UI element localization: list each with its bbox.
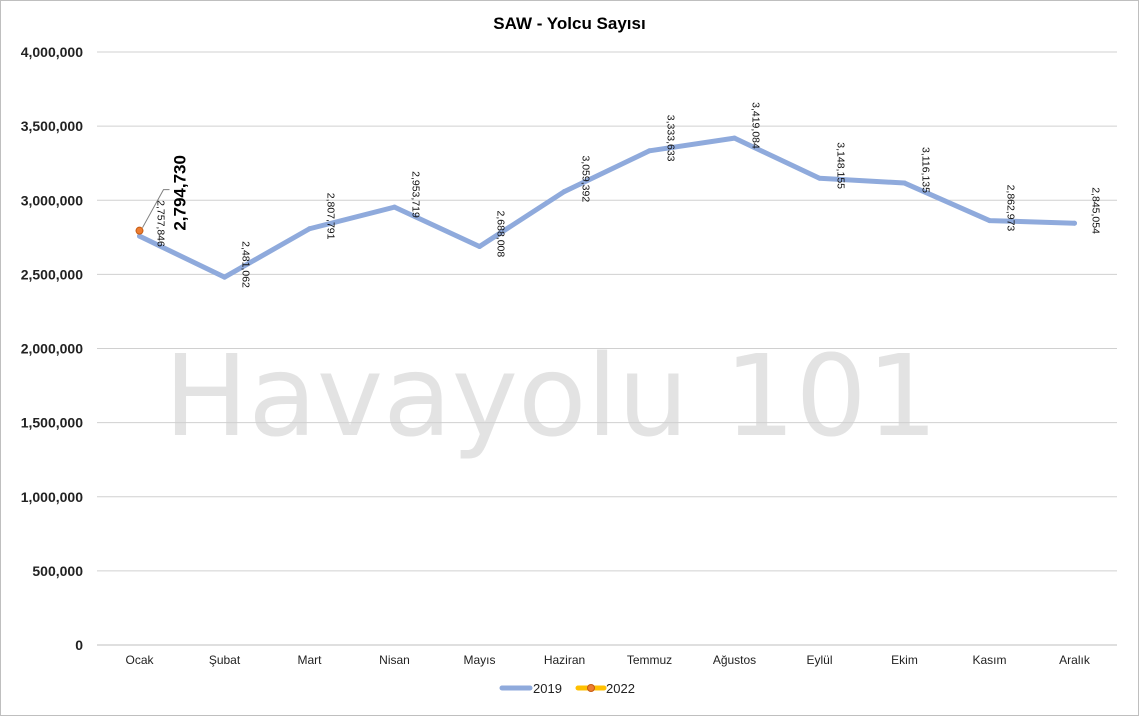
- x-tick-label: Nisan: [379, 653, 410, 667]
- data-label-2019: 3,419,084: [750, 102, 762, 149]
- data-label-2019: 3,059,392: [580, 155, 592, 202]
- series-2019-point: [987, 218, 992, 224]
- data-label-2019: 3,116,135: [920, 147, 932, 193]
- y-tick-label: 2,500,000: [21, 266, 83, 282]
- series-2019-point: [307, 226, 312, 232]
- y-tick-label: 1,500,000: [21, 415, 83, 431]
- data-label-2022: 2,794,730: [171, 155, 190, 231]
- data-label-2019: 2,862,973: [1005, 185, 1017, 232]
- x-tick-label: Ekim: [891, 653, 918, 667]
- series-2019-point: [477, 244, 482, 250]
- legend-2019-label: 2019: [533, 681, 562, 696]
- series-2019-point: [392, 204, 397, 210]
- chart-title: SAW - Yolcu Sayısı: [493, 14, 646, 33]
- x-tick-label: Kasım: [972, 653, 1006, 667]
- legend-2022-label: 2022: [606, 681, 635, 696]
- x-tick-label: Mayıs: [463, 653, 495, 667]
- series-2022-point: [135, 226, 144, 235]
- x-tick-label: Ocak: [125, 653, 154, 667]
- series-2019-point: [137, 233, 142, 239]
- y-tick-label: 3,500,000: [21, 118, 83, 134]
- y-tick-label: 1,000,000: [21, 489, 83, 505]
- y-tick-label: 500,000: [32, 563, 83, 579]
- x-tick-label: Aralık: [1059, 653, 1091, 667]
- x-tick-label: Haziran: [544, 653, 585, 667]
- x-tick-label: Eylül: [806, 653, 832, 667]
- x-tick-label: Şubat: [209, 653, 241, 667]
- x-tick-label: Ağustos: [713, 653, 756, 667]
- series-2019-point: [647, 148, 652, 154]
- data-label-2019: 3,333,633: [665, 115, 677, 162]
- series-2019-point: [222, 274, 227, 280]
- y-tick-label: 4,000,000: [21, 44, 83, 60]
- data-label-2019: 2,845,054: [1090, 187, 1102, 234]
- series-2019-point: [817, 175, 822, 181]
- data-label-2019: 2,757,846: [155, 200, 167, 247]
- leader-line: [142, 189, 170, 228]
- data-label-2019: 2,688,008: [495, 211, 507, 258]
- series-2019-point: [732, 135, 737, 141]
- watermark-text: Havayolu 101: [164, 332, 938, 462]
- data-label-2019: 2,953,719: [410, 171, 422, 218]
- data-label-2019: 2,807,791: [325, 193, 337, 240]
- series-2019-point: [902, 180, 907, 186]
- data-label-2019: 3,148,155: [835, 142, 847, 189]
- x-tick-label: Mart: [298, 653, 323, 667]
- series-2019-point: [562, 188, 567, 194]
- series-2019-line: [137, 135, 1077, 280]
- series-2019-point: [1072, 220, 1077, 226]
- y-tick-label: 3,000,000: [21, 192, 83, 208]
- legend-2022-marker: [587, 684, 595, 692]
- y-tick-label: 2,000,000: [21, 341, 83, 357]
- data-label-2019: 2,481,062: [240, 241, 252, 288]
- y-tick-label: 0: [75, 637, 83, 653]
- x-tick-label: Temmuz: [627, 653, 672, 667]
